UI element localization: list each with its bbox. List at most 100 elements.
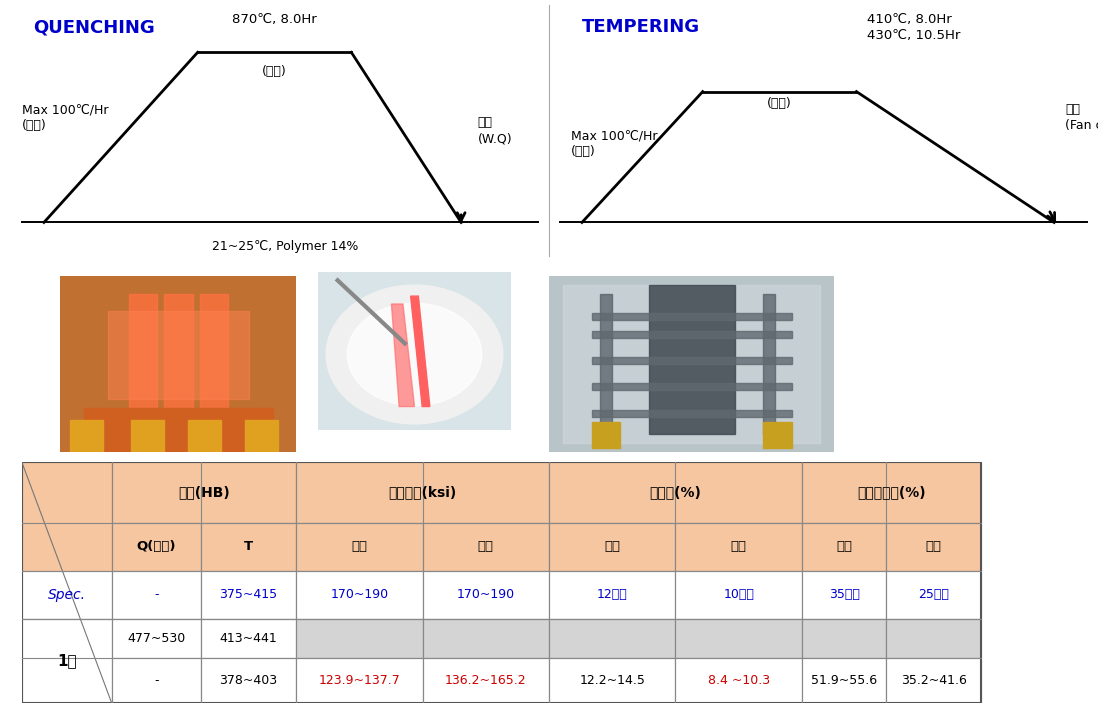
Text: (유지): (유지) bbox=[768, 97, 792, 110]
Bar bbox=[592, 357, 792, 364]
Bar bbox=[112, 571, 201, 619]
Bar bbox=[132, 420, 165, 452]
Polygon shape bbox=[391, 304, 415, 407]
Text: 길이: 길이 bbox=[604, 540, 620, 553]
Bar bbox=[70, 420, 103, 452]
Text: 170~190: 170~190 bbox=[330, 588, 389, 601]
Bar bbox=[200, 294, 228, 434]
Bar bbox=[22, 619, 112, 703]
Bar bbox=[201, 571, 296, 619]
Bar bbox=[675, 523, 802, 571]
Text: 10이상: 10이상 bbox=[724, 588, 754, 601]
Bar bbox=[423, 658, 549, 703]
Text: 1차: 1차 bbox=[57, 653, 77, 668]
Text: Max 100℃/Hr
(승온): Max 100℃/Hr (승온) bbox=[22, 103, 109, 132]
Bar bbox=[763, 294, 774, 434]
Bar bbox=[675, 619, 802, 658]
Text: (유지): (유지) bbox=[262, 65, 287, 78]
Bar bbox=[112, 523, 201, 571]
Text: 강냉
(Fan cooling): 강냉 (Fan cooling) bbox=[1065, 103, 1098, 132]
Bar bbox=[128, 294, 157, 434]
Text: Q(표면): Q(표면) bbox=[136, 540, 176, 553]
Bar bbox=[201, 523, 296, 571]
Text: 21~25℃, Polymer 14%: 21~25℃, Polymer 14% bbox=[212, 239, 359, 252]
Bar bbox=[592, 331, 792, 338]
Bar bbox=[22, 462, 112, 703]
Text: 회단: 회단 bbox=[926, 540, 942, 553]
Bar bbox=[802, 571, 886, 619]
Bar bbox=[763, 422, 792, 448]
Text: 870℃, 8.0Hr: 870℃, 8.0Hr bbox=[232, 13, 317, 26]
Text: 12이상: 12이상 bbox=[597, 588, 628, 601]
Bar bbox=[649, 285, 735, 434]
Bar bbox=[549, 523, 675, 571]
Bar bbox=[112, 658, 201, 703]
Text: 12.2~14.5: 12.2~14.5 bbox=[580, 674, 646, 687]
Bar bbox=[601, 294, 612, 434]
Text: 단면수축율(%): 단면수축율(%) bbox=[858, 485, 926, 500]
Bar bbox=[201, 658, 296, 703]
Bar bbox=[886, 619, 982, 658]
Text: 136.2~165.2: 136.2~165.2 bbox=[445, 674, 527, 687]
Text: -: - bbox=[154, 588, 158, 601]
Bar bbox=[802, 462, 982, 523]
Text: -: - bbox=[154, 674, 158, 687]
Bar bbox=[886, 523, 982, 571]
Bar bbox=[592, 409, 792, 417]
Text: 35이상: 35이상 bbox=[829, 588, 860, 601]
Text: Max 100℃/Hr
(승온): Max 100℃/Hr (승온) bbox=[571, 130, 658, 158]
Polygon shape bbox=[411, 296, 429, 407]
Bar bbox=[245, 420, 278, 452]
Text: QUENCHING: QUENCHING bbox=[33, 19, 155, 37]
Bar bbox=[423, 571, 549, 619]
Bar bbox=[296, 523, 423, 571]
Bar bbox=[188, 420, 221, 452]
Bar bbox=[22, 571, 112, 619]
Text: 477~530: 477~530 bbox=[127, 632, 186, 645]
Text: 170~190: 170~190 bbox=[457, 588, 515, 601]
Bar bbox=[296, 571, 423, 619]
Text: 25이상: 25이상 bbox=[918, 588, 949, 601]
Bar bbox=[886, 658, 982, 703]
Text: 123.9~137.7: 123.9~137.7 bbox=[318, 674, 400, 687]
Bar bbox=[296, 658, 423, 703]
Bar bbox=[108, 311, 249, 399]
Bar bbox=[675, 571, 802, 619]
Text: Spec.: Spec. bbox=[47, 587, 86, 602]
Ellipse shape bbox=[347, 303, 482, 406]
Bar bbox=[423, 523, 549, 571]
Ellipse shape bbox=[326, 285, 503, 424]
Text: 375~415: 375~415 bbox=[220, 588, 278, 601]
Bar bbox=[592, 313, 792, 320]
Bar bbox=[112, 462, 296, 523]
Bar bbox=[802, 619, 886, 658]
Text: 회단: 회단 bbox=[478, 540, 494, 553]
Bar bbox=[675, 658, 802, 703]
Bar bbox=[886, 571, 982, 619]
Text: T: T bbox=[244, 540, 254, 553]
Text: 회단: 회단 bbox=[731, 540, 747, 553]
Text: 413~441: 413~441 bbox=[220, 632, 278, 645]
Bar bbox=[296, 462, 549, 523]
Text: 378~403: 378~403 bbox=[220, 674, 278, 687]
Text: 길이: 길이 bbox=[351, 540, 367, 553]
Bar bbox=[85, 408, 273, 452]
Text: 압냉
(W.Q): 압냉 (W.Q) bbox=[478, 116, 513, 146]
Text: 길이: 길이 bbox=[837, 540, 852, 553]
Bar bbox=[592, 422, 620, 448]
Bar bbox=[592, 383, 792, 390]
Bar bbox=[201, 619, 296, 658]
Bar bbox=[802, 523, 886, 571]
Text: TEMPERING: TEMPERING bbox=[582, 19, 701, 37]
Bar bbox=[423, 619, 549, 658]
Bar bbox=[112, 619, 201, 658]
Text: 51.9~55.6: 51.9~55.6 bbox=[811, 674, 877, 687]
Bar bbox=[549, 462, 802, 523]
Text: 8.4 ~10.3: 8.4 ~10.3 bbox=[708, 674, 770, 687]
Text: 410℃, 8.0Hr
430℃, 10.5Hr: 410℃, 8.0Hr 430℃, 10.5Hr bbox=[867, 13, 961, 42]
Text: 35.2~41.6: 35.2~41.6 bbox=[900, 674, 966, 687]
Bar bbox=[802, 658, 886, 703]
Text: 연신율(%): 연신율(%) bbox=[650, 485, 702, 500]
Bar bbox=[549, 658, 675, 703]
Bar bbox=[549, 571, 675, 619]
